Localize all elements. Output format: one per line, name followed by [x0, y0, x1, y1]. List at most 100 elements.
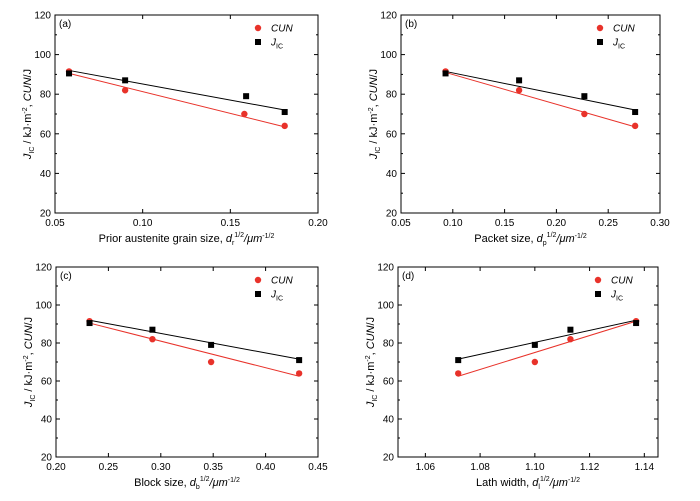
x-axis-label: Lath width, dl1/2/μm-1/2	[476, 476, 580, 491]
legend-label-cun: CUN	[271, 276, 293, 287]
x-tick-label: 0.10	[443, 218, 463, 229]
data-point-jic	[531, 341, 538, 348]
y-axis-label: JIC / kJ·m-2, CUN/J	[368, 69, 382, 160]
y-tick-label: 100	[377, 301, 394, 312]
y-tick-label: 80	[40, 90, 52, 101]
legend-label-jic: JIC	[270, 38, 283, 51]
legend-marker-cun	[254, 276, 262, 284]
x-tick-label: 0.15	[495, 218, 515, 229]
x-tick-label: 0.25	[598, 218, 618, 229]
data-point-cun	[581, 110, 588, 118]
y-tick-label: 120	[35, 263, 52, 274]
legend-marker-cun	[254, 24, 262, 32]
x-tick-label: 0.20	[46, 462, 66, 473]
x-tick-label: 0.05	[45, 218, 65, 229]
data-point-jic	[581, 93, 588, 100]
legend-marker-jic	[597, 39, 603, 45]
y-tick-label: 20	[383, 453, 395, 464]
fit-line-jic	[68, 69, 285, 111]
x-tick-label: 0.30	[151, 462, 171, 473]
legend-marker-jic	[595, 291, 601, 297]
y-axis-label: JIC / kJ·m-2, CUN/J	[23, 317, 37, 408]
panel-label: (d)	[402, 271, 414, 282]
x-tick-label: 0.25	[99, 462, 119, 473]
data-point-cun	[515, 87, 523, 94]
data-point-cun	[567, 336, 574, 343]
legend-label-jic: JIC	[612, 38, 625, 51]
legend-marker-jic	[255, 39, 261, 45]
y-axis-label: JIC / kJ·m-2, CUN/J	[365, 317, 379, 408]
x-axis-label: Packet size, dp1/2/μm-1/2	[474, 232, 587, 247]
x-tick-label: 0.15	[221, 218, 241, 229]
x-tick-label: 0.10	[133, 218, 153, 229]
data-point-jic	[442, 70, 449, 77]
x-tick-label: 1.12	[580, 462, 600, 473]
y-tick-label: 100	[35, 301, 52, 312]
data-point-cun	[207, 358, 215, 366]
data-point-cun	[149, 336, 156, 343]
y-tick-label: 60	[40, 129, 52, 140]
data-point-cun	[121, 87, 129, 94]
data-point-cun	[281, 122, 288, 130]
x-tick-label: 1.14	[635, 462, 655, 473]
panel-label: (c)	[60, 271, 72, 282]
legend-label-cun: CUN	[613, 24, 635, 35]
data-point-cun	[241, 110, 248, 118]
legend-label-jic: JIC	[610, 290, 623, 303]
y-tick-label: 80	[383, 339, 395, 350]
fit-line-jic	[89, 319, 300, 360]
y-tick-label: 60	[386, 129, 398, 140]
panel-b: 20 40 60 80 100 120 0.05 0.10 0.15 0.20 0.25 0.30 (b…	[368, 11, 670, 248]
legend-label-cun: CUN	[271, 24, 293, 35]
y-tick-label: 40	[383, 415, 395, 426]
y-tick-label: 20	[40, 209, 52, 220]
fit-line-jic	[445, 70, 636, 111]
data-point-jic	[86, 320, 93, 327]
fit-line-cun	[458, 320, 637, 377]
x-tick-label: 1.06	[416, 462, 436, 473]
y-tick-label: 40	[40, 169, 52, 180]
data-point-jic	[567, 326, 574, 333]
y-tick-label: 40	[41, 415, 53, 426]
y-tick-label: 120	[34, 11, 51, 22]
x-tick-label: 1.08	[470, 462, 490, 473]
y-tick-label: 120	[380, 11, 397, 22]
data-point-jic	[455, 357, 462, 364]
legend-label-jic: JIC	[270, 290, 283, 303]
y-tick-label: 100	[380, 50, 397, 61]
panel-c: 20 40 60 80 100 120 0.20 0.25 0.30 0.35 0.40 0.45 (c…	[23, 263, 328, 492]
y-tick-label: 20	[41, 453, 53, 464]
panel-label: (a)	[59, 19, 71, 30]
data-point-jic	[632, 109, 639, 116]
data-point-cun	[631, 122, 639, 130]
panel-a: 20 40 60 80 100 120 0.05 0.10 0.15 0.20 (a) CUN JIC P…	[22, 11, 328, 248]
data-point-jic	[296, 357, 303, 364]
x-tick-label: 1.10	[525, 462, 545, 473]
y-tick-label: 20	[386, 209, 398, 220]
x-axis-label: Prior austenite grain size, dr1/2/μm-1/2	[99, 232, 275, 247]
x-tick-label: 0.20	[547, 218, 567, 229]
panel-d: 20 40 60 80 100 120 1.06 1.08 1.10 1.12 1.14 (d) CUN…	[365, 263, 659, 491]
data-point-jic	[243, 93, 250, 100]
data-point-jic	[516, 77, 523, 84]
data-point-jic	[208, 341, 215, 348]
x-tick-label: 0.45	[308, 462, 328, 473]
data-point-cun	[295, 370, 303, 377]
y-tick-label: 60	[41, 377, 53, 388]
data-point-cun	[455, 370, 462, 377]
legend-label-cun: CUN	[611, 276, 633, 287]
data-point-cun	[531, 358, 539, 366]
x-tick-label: 0.35	[203, 462, 223, 473]
data-point-jic	[149, 326, 156, 333]
x-tick-label: 0.20	[308, 218, 328, 229]
y-tick-label: 80	[41, 339, 53, 350]
legend-marker-jic	[255, 291, 261, 297]
x-axis-label: Block size, db1/2/μm-1/2	[134, 476, 240, 491]
data-point-jic	[122, 77, 129, 84]
legend-marker-cun	[596, 24, 604, 32]
data-point-jic	[66, 70, 73, 77]
y-tick-label: 120	[377, 263, 394, 274]
x-tick-label: 0.05	[391, 218, 411, 229]
fit-line-cun	[68, 72, 285, 128]
